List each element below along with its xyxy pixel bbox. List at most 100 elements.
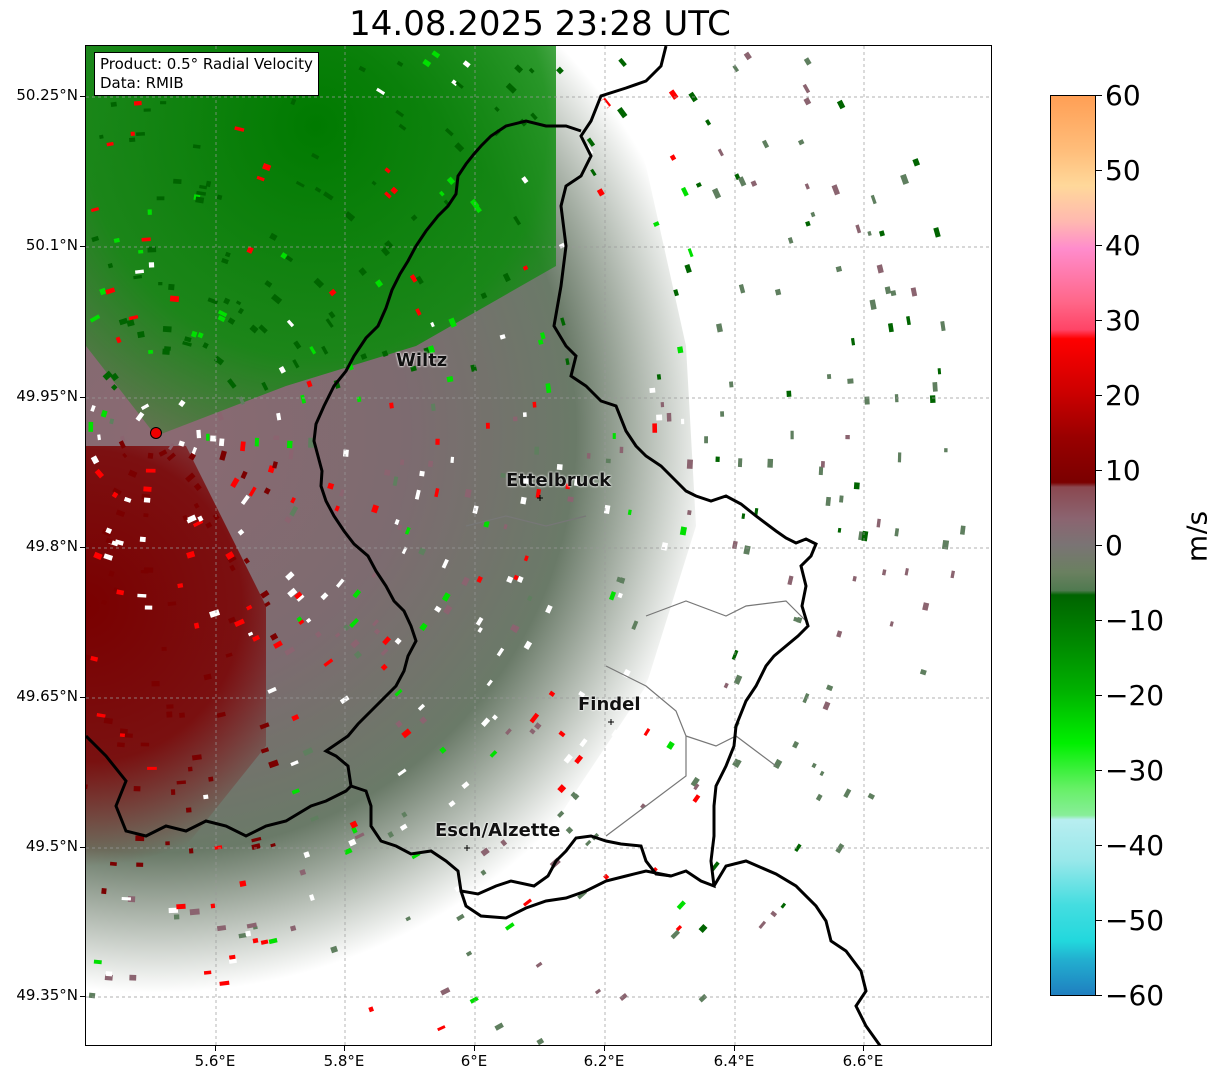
velocity-gate — [100, 409, 108, 418]
velocity-gate — [196, 429, 202, 439]
velocity-gate — [690, 776, 700, 788]
velocity-gate — [285, 571, 295, 581]
velocity-gate — [272, 461, 278, 469]
velocity-gate — [116, 742, 125, 748]
velocity-gate — [111, 491, 119, 499]
velocity-colorbar — [1050, 95, 1096, 996]
velocity-gate — [176, 903, 186, 910]
velocity-gate — [376, 87, 386, 96]
velocity-gate — [661, 542, 669, 551]
velocity-gate — [499, 334, 506, 340]
velocity-gate — [105, 287, 116, 295]
colorbar-label: 20 — [1105, 379, 1141, 412]
velocity-gate — [334, 505, 340, 512]
velocity-gate — [217, 309, 228, 318]
velocity-gate — [574, 754, 584, 765]
colorbar-tick — [1096, 920, 1102, 921]
lat-tick-label: 49.95°N — [16, 387, 78, 405]
velocity-gate — [900, 173, 909, 185]
lat-tick-mark — [80, 96, 85, 97]
velocity-gate — [480, 869, 487, 876]
velocity-gate — [811, 762, 817, 769]
velocity-gate — [889, 621, 894, 627]
velocity-gate — [213, 355, 225, 366]
velocity-gate — [448, 317, 457, 328]
velocity-gate — [217, 411, 224, 421]
velocity-gate — [414, 1011, 423, 1018]
velocity-gate — [743, 545, 751, 555]
velocity-gate — [528, 67, 535, 74]
velocity-gate — [234, 126, 245, 132]
velocity-gate — [401, 728, 412, 739]
radar-site-marker[interactable] — [150, 427, 162, 439]
velocity-gate — [678, 100, 687, 108]
velocity-gate — [384, 469, 391, 476]
velocity-gate — [224, 251, 231, 258]
velocity-gate — [780, 902, 787, 909]
velocity-gate — [90, 207, 100, 213]
velocity-gate — [105, 971, 113, 977]
radar-map[interactable] — [85, 45, 992, 1046]
velocity-gate — [787, 575, 794, 586]
velocity-gate — [382, 636, 392, 646]
velocity-gate — [324, 1012, 330, 1019]
velocity-gate — [617, 592, 623, 599]
velocity-gate — [743, 51, 752, 61]
velocity-gate — [230, 477, 240, 489]
velocity-gate — [96, 712, 106, 718]
lon-tick-mark — [344, 1046, 345, 1051]
velocity-gate — [448, 800, 456, 808]
velocity-gate — [334, 632, 341, 638]
velocity-gate — [219, 450, 227, 461]
velocity-gate — [169, 295, 180, 303]
velocity-gate — [419, 470, 425, 477]
velocity-gate — [430, 403, 436, 412]
velocity-gate — [276, 412, 282, 421]
velocity-gate — [103, 717, 113, 725]
velocity-gate — [160, 101, 167, 105]
velocity-gate — [890, 290, 897, 297]
velocity-gate — [349, 820, 358, 829]
velocity-gate — [245, 604, 253, 611]
velocity-gate — [434, 605, 442, 613]
velocity-gate — [196, 190, 207, 196]
velocity-gate — [269, 232, 278, 241]
velocity-gate — [843, 788, 852, 799]
velocity-gate — [288, 449, 294, 460]
velocity-gate — [680, 186, 689, 197]
velocity-gate — [677, 346, 684, 354]
velocity-gate — [545, 604, 553, 614]
southeast-border — [712, 859, 882, 1045]
velocity-gate — [199, 184, 208, 190]
velocity-gate — [439, 190, 445, 197]
velocity-gate — [384, 167, 391, 174]
velocity-gate — [330, 945, 338, 954]
velocity-gate — [221, 257, 229, 265]
colorbar-tick — [1096, 470, 1102, 471]
velocity-gate — [790, 430, 794, 440]
velocity-gate — [773, 758, 783, 770]
velocity-gate — [826, 374, 832, 380]
velocity-gate — [535, 961, 543, 968]
velocity-gate — [118, 317, 129, 326]
velocity-gate — [835, 843, 845, 854]
velocity-gate — [360, 353, 368, 360]
velocity-gate — [523, 640, 533, 650]
velocity-gate — [135, 835, 145, 842]
velocity-gate — [286, 319, 295, 328]
velocity-gate — [139, 536, 146, 543]
velocity-gate — [440, 987, 451, 996]
velocity-gate — [294, 591, 303, 600]
velocity-gate — [503, 524, 508, 530]
velocity-gate — [273, 435, 280, 440]
velocity-gate — [415, 308, 422, 316]
lon-tick-mark — [474, 1046, 475, 1051]
velocity-gate — [380, 246, 391, 257]
velocity-gate — [168, 1021, 175, 1027]
velocity-gate — [392, 476, 399, 487]
velocity-gate — [505, 728, 512, 736]
velocity-gate — [136, 862, 144, 867]
velocity-gate — [603, 504, 611, 514]
velocity-gate — [734, 759, 742, 769]
velocity-gate — [861, 530, 869, 542]
